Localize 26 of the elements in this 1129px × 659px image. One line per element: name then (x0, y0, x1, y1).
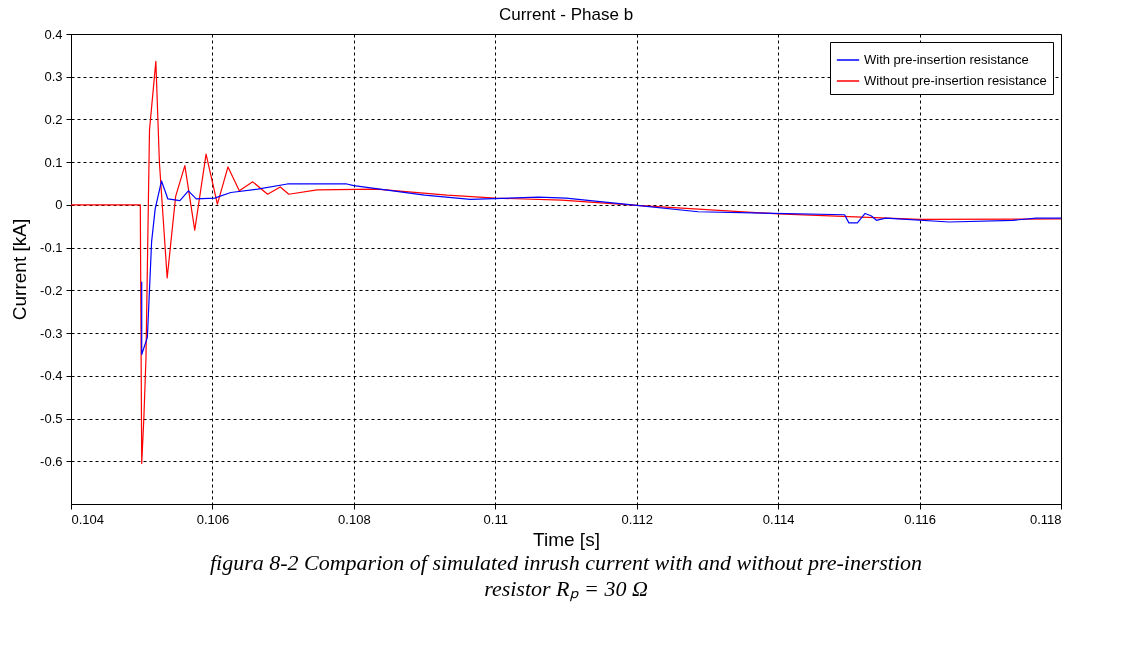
legend-label: With pre-insertion resistance (864, 52, 1029, 67)
y-tick-label: 0.1 (44, 154, 63, 170)
y-tick-label: -0.1 (40, 240, 63, 256)
x-tick-label: 0.116 (904, 511, 936, 527)
y-axis-title: Current [kA] (9, 218, 31, 321)
x-tick-label: 0.11 (483, 511, 508, 527)
x-axis-title: Time [s] (533, 528, 600, 550)
y-tick-label: -0.3 (40, 325, 63, 341)
x-tick-label: 0.106 (196, 511, 230, 527)
y-tick-label: 0.4 (44, 26, 63, 42)
legend-label: Without pre-insertion resistance (864, 73, 1047, 88)
y-tick-label: -0.2 (40, 282, 63, 298)
y-tick-label: -0.5 (40, 411, 63, 427)
text: figura 8-2 Comparion of simulated inrush current with and without pre-inerstion resistor Rₚ = 30 Ω (209, 550, 923, 602)
x-tick-label: 0.108 (338, 511, 371, 527)
line-series (141, 180, 1061, 356)
x-tick-label: 0.104 (71, 511, 105, 527)
y-tick-label: -0.6 (40, 453, 63, 469)
x-tick-label: 0.112 (621, 511, 653, 527)
chart-title: Current - Phase b (498, 5, 634, 24)
y-tick-label: -0.4 (40, 368, 63, 384)
y-tick-label: 0 (55, 197, 63, 213)
x-tick-label: 0.114 (762, 511, 795, 527)
x-tick-label: 0.118 (1029, 511, 1062, 527)
y-tick-label: 0.2 (44, 111, 63, 127)
y-tick-label: 0.3 (44, 69, 63, 85)
